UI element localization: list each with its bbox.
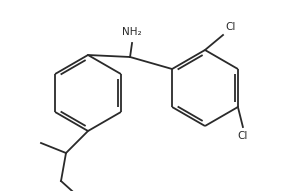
- Text: Cl: Cl: [238, 131, 248, 141]
- Text: NH₂: NH₂: [122, 27, 142, 37]
- Text: Cl: Cl: [225, 22, 235, 32]
